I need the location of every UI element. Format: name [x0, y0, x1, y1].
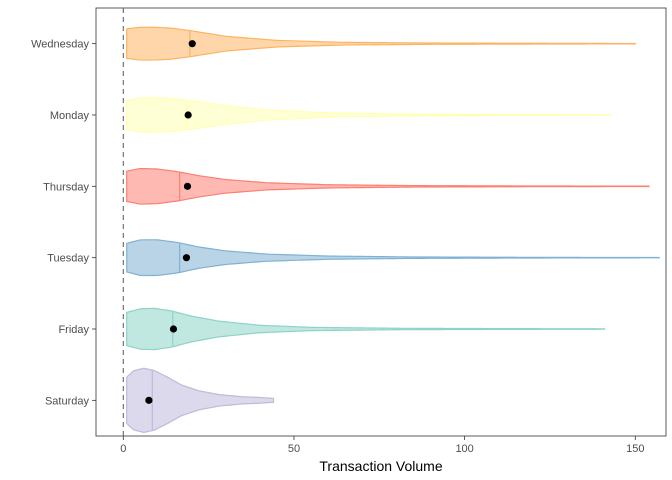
violin-monday [126, 97, 612, 133]
panel-border [95, 7, 667, 437]
y-axis: Wednesday Monday Thursday Tuesday Friday Satu… [31, 39, 96, 407]
mean-point-saturday [145, 396, 153, 404]
y-tick-label: Monday [50, 110, 90, 122]
mean-point-friday [169, 325, 178, 333]
y-tick-label: Thursday [43, 181, 89, 193]
violin-thursday [126, 168, 650, 205]
x-tick-label: 0 [120, 443, 126, 455]
x-tick-label: 150 [626, 443, 644, 455]
x-axis-title: Transaction Volume [319, 458, 442, 474]
mean-point-tuesday [182, 254, 191, 262]
violin-tuesday [126, 239, 660, 277]
y-tick-label: Saturday [45, 395, 90, 407]
x-tick-label: 50 [288, 443, 300, 455]
violin-wednesday [126, 26, 636, 61]
y-tick-label: Wednesday [31, 39, 89, 51]
violins-layer [126, 26, 660, 434]
y-tick-label: Tuesday [47, 253, 89, 265]
violin-saturday [126, 367, 275, 434]
y-tick-label: Friday [58, 324, 89, 336]
x-tick-label: 100 [455, 443, 473, 455]
violin-friday [126, 307, 606, 351]
mean-point-monday [184, 111, 192, 119]
mean-point-wednesday [188, 40, 196, 48]
plot-panel [95, 7, 667, 437]
mean-point-thursday [183, 182, 192, 190]
x-axis: 0 50 100 150 [120, 436, 644, 455]
